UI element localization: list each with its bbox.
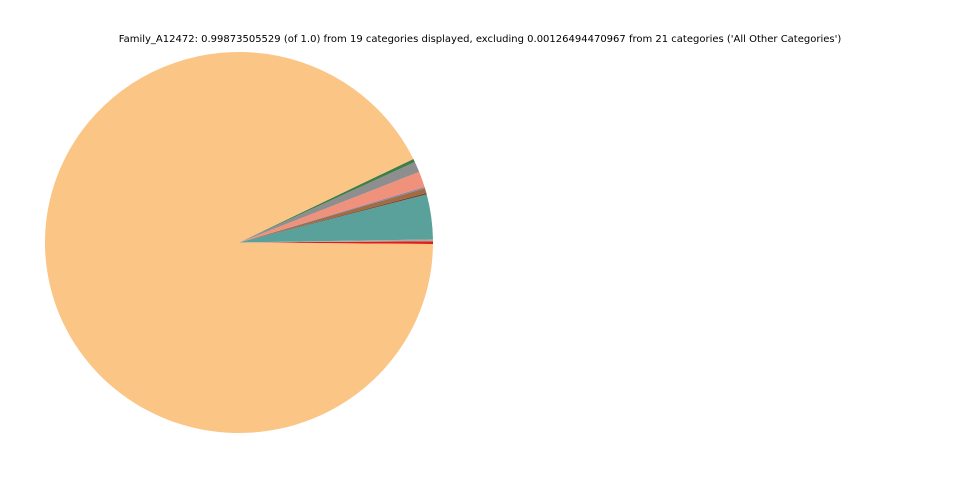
pie-slice-segment-19-peach [44, 51, 433, 433]
pie-slice-segment-06-purple-sliver [239, 186, 425, 243]
pie-slice-segment-03-teal [239, 194, 433, 243]
pie-slice-segment-02-beige-sliver [239, 239, 433, 243]
pie-slice-segment-05-brown [239, 188, 427, 243]
pie-slice-segment-16-hairline [239, 158, 414, 243]
chart-title: Family_A12472: 0.99873505529 (of 1.0) fr… [118, 34, 842, 45]
pie-slice-segment-07-salmon [239, 171, 425, 243]
pie-slice-segment-09-green [239, 159, 415, 243]
pie-slice-segment-08-gray [239, 162, 420, 243]
pie-slice-segment-17-hairline [239, 158, 414, 243]
pie-slice-segment-01-red [239, 241, 434, 244]
pie-slice-segment-18-hairline [239, 158, 414, 243]
pie-slice-segment-14-hairline [239, 158, 414, 243]
pie-slice-segment-11-hairline [239, 158, 414, 243]
pie-slice-segment-04-maroon-sliver [239, 193, 427, 243]
pie-slice-segment-12-hairline [239, 158, 414, 243]
